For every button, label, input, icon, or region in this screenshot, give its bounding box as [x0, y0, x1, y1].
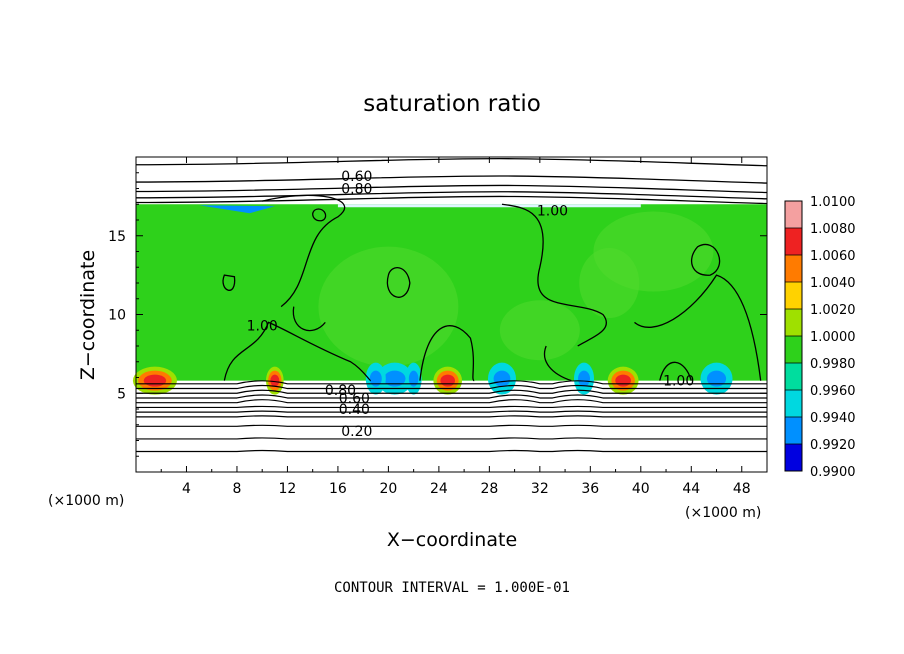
one-contour: [312, 208, 327, 222]
one-contour: [419, 325, 475, 382]
x-tick-label: 28: [480, 481, 498, 497]
warm-cell-max: [270, 374, 280, 387]
colorbar-label: 0.9900: [810, 465, 856, 480]
field-patch: [318, 246, 459, 367]
lower-contour-line: [136, 449, 767, 453]
one-contour: [223, 321, 372, 382]
colorbar-label: 0.9980: [810, 357, 856, 372]
x-tick-label: 40: [632, 481, 650, 497]
x-unit-left: (×1000 m): [48, 493, 124, 509]
colorbar: 1.0100 1.0080 1.0060 1.0040 1.0020 1.0000 0.99…: [784, 195, 856, 480]
contour-label: 0.80: [325, 383, 356, 399]
warm-cell-max: [143, 374, 167, 387]
lower-contour-line: [136, 389, 767, 394]
one-contour: [222, 274, 236, 291]
x-tick-label: 24: [430, 481, 448, 497]
warm-cell-max: [615, 374, 631, 387]
lower-contour-line: [136, 399, 767, 404]
x-tick-label: 36: [581, 481, 599, 497]
x-tick-label: 20: [379, 481, 397, 497]
one-contour: [262, 194, 346, 308]
one-contour: [634, 274, 762, 381]
one-contour: [386, 267, 411, 298]
contour-label: 1.00: [247, 319, 278, 335]
contour-label: 1.00: [663, 374, 694, 390]
x-tick-label: 32: [531, 481, 549, 497]
x-tick-label: 8: [232, 481, 241, 497]
colorbar-swatch: [785, 444, 802, 472]
one-contour: [292, 306, 326, 332]
colorbar-swatch: [785, 336, 802, 364]
lower-contour-line: [136, 410, 767, 413]
colorbar-label: 1.0020: [810, 303, 856, 318]
top-edge-band: [337, 204, 641, 208]
lower-contour-line: [136, 424, 767, 427]
contour-interval-note: CONTOUR INTERVAL = 1.000E-01: [334, 580, 570, 596]
y-axis-label: Z−coordinate: [77, 250, 99, 380]
cool-cell-core: [383, 370, 406, 387]
field-patch: [499, 300, 580, 361]
cool-cell-core: [706, 370, 727, 387]
contour-label: 0.40: [339, 402, 370, 418]
colorbar-label: 1.0080: [810, 222, 856, 237]
lower-contour-line: [136, 415, 767, 418]
contour-label: 0.60: [339, 391, 370, 407]
lower-contour-line: [136, 380, 767, 385]
y-tick-label: 10: [108, 308, 126, 324]
contour-label: 0.60: [341, 169, 372, 185]
upper-contour-line: [135, 184, 768, 194]
y-axis-ticks: 5 10 15: [108, 172, 767, 457]
upper-contour-line: [135, 175, 768, 184]
upper-contour-line: [135, 191, 768, 200]
cool-cell-core: [369, 370, 382, 387]
colorbar-swatch: [785, 282, 802, 310]
colorbar-swatch: [785, 228, 802, 256]
upper-contour-line: [135, 195, 768, 205]
contour-label: 1.00: [537, 204, 568, 220]
one-contour: [659, 361, 692, 381]
lower-contour-line: [136, 394, 767, 399]
colorbar-swatch: [785, 363, 802, 391]
x-unit-right: (×1000 m): [685, 505, 761, 521]
colorbar-label: 0.9920: [810, 438, 856, 453]
one-contour: [543, 345, 572, 382]
one-contour: [690, 243, 721, 276]
chart-title: saturation ratio: [363, 91, 541, 117]
upper-contour-line: [135, 157, 768, 167]
colorbar-label: 0.9960: [810, 384, 856, 399]
colorbar-label: 0.9940: [810, 411, 856, 426]
x-tick-label: 48: [733, 481, 751, 497]
colorbar-swatch: [785, 309, 802, 337]
colorbar-swatch: [785, 417, 802, 445]
colorbar-label: 1.0060: [810, 249, 856, 264]
x-tick-label: 12: [279, 481, 297, 497]
lower-contour-line: [136, 384, 767, 390]
lower-contour-line: [136, 437, 767, 440]
lower-contour-line: [136, 405, 767, 409]
top-edge-streak: [199, 205, 275, 214]
colorbar-swatch: [785, 255, 802, 283]
contour-label: 0.20: [341, 424, 372, 440]
colorbar-label: 1.0000: [810, 330, 856, 345]
cool-cell-core: [578, 370, 591, 387]
colorbar-label: 1.0040: [810, 276, 856, 291]
contour-label: 0.80: [341, 182, 372, 198]
x-axis-label: X−coordinate: [387, 529, 517, 551]
y-tick-label: 15: [108, 229, 126, 245]
colorbar-label: 1.0100: [810, 195, 856, 210]
x-axis-ticks: 4 8 12 16 20 24 28 32 36 40 44 48: [160, 157, 751, 497]
warm-cell-max: [440, 374, 455, 387]
one-contour: [501, 203, 607, 347]
field-patch: [579, 248, 640, 318]
x-tick-label: 4: [182, 481, 191, 497]
cool-cell-core: [408, 370, 419, 387]
saturation-field: 0.600.801.001.001.000.800.600.400.20: [132, 157, 768, 453]
colorbar-swatch: [785, 201, 802, 229]
y-tick-label: 5: [117, 386, 126, 402]
x-tick-label: 44: [682, 481, 700, 497]
cool-cell-core: [493, 370, 511, 387]
colorbar-swatch: [785, 390, 802, 418]
x-tick-label: 16: [329, 481, 347, 497]
